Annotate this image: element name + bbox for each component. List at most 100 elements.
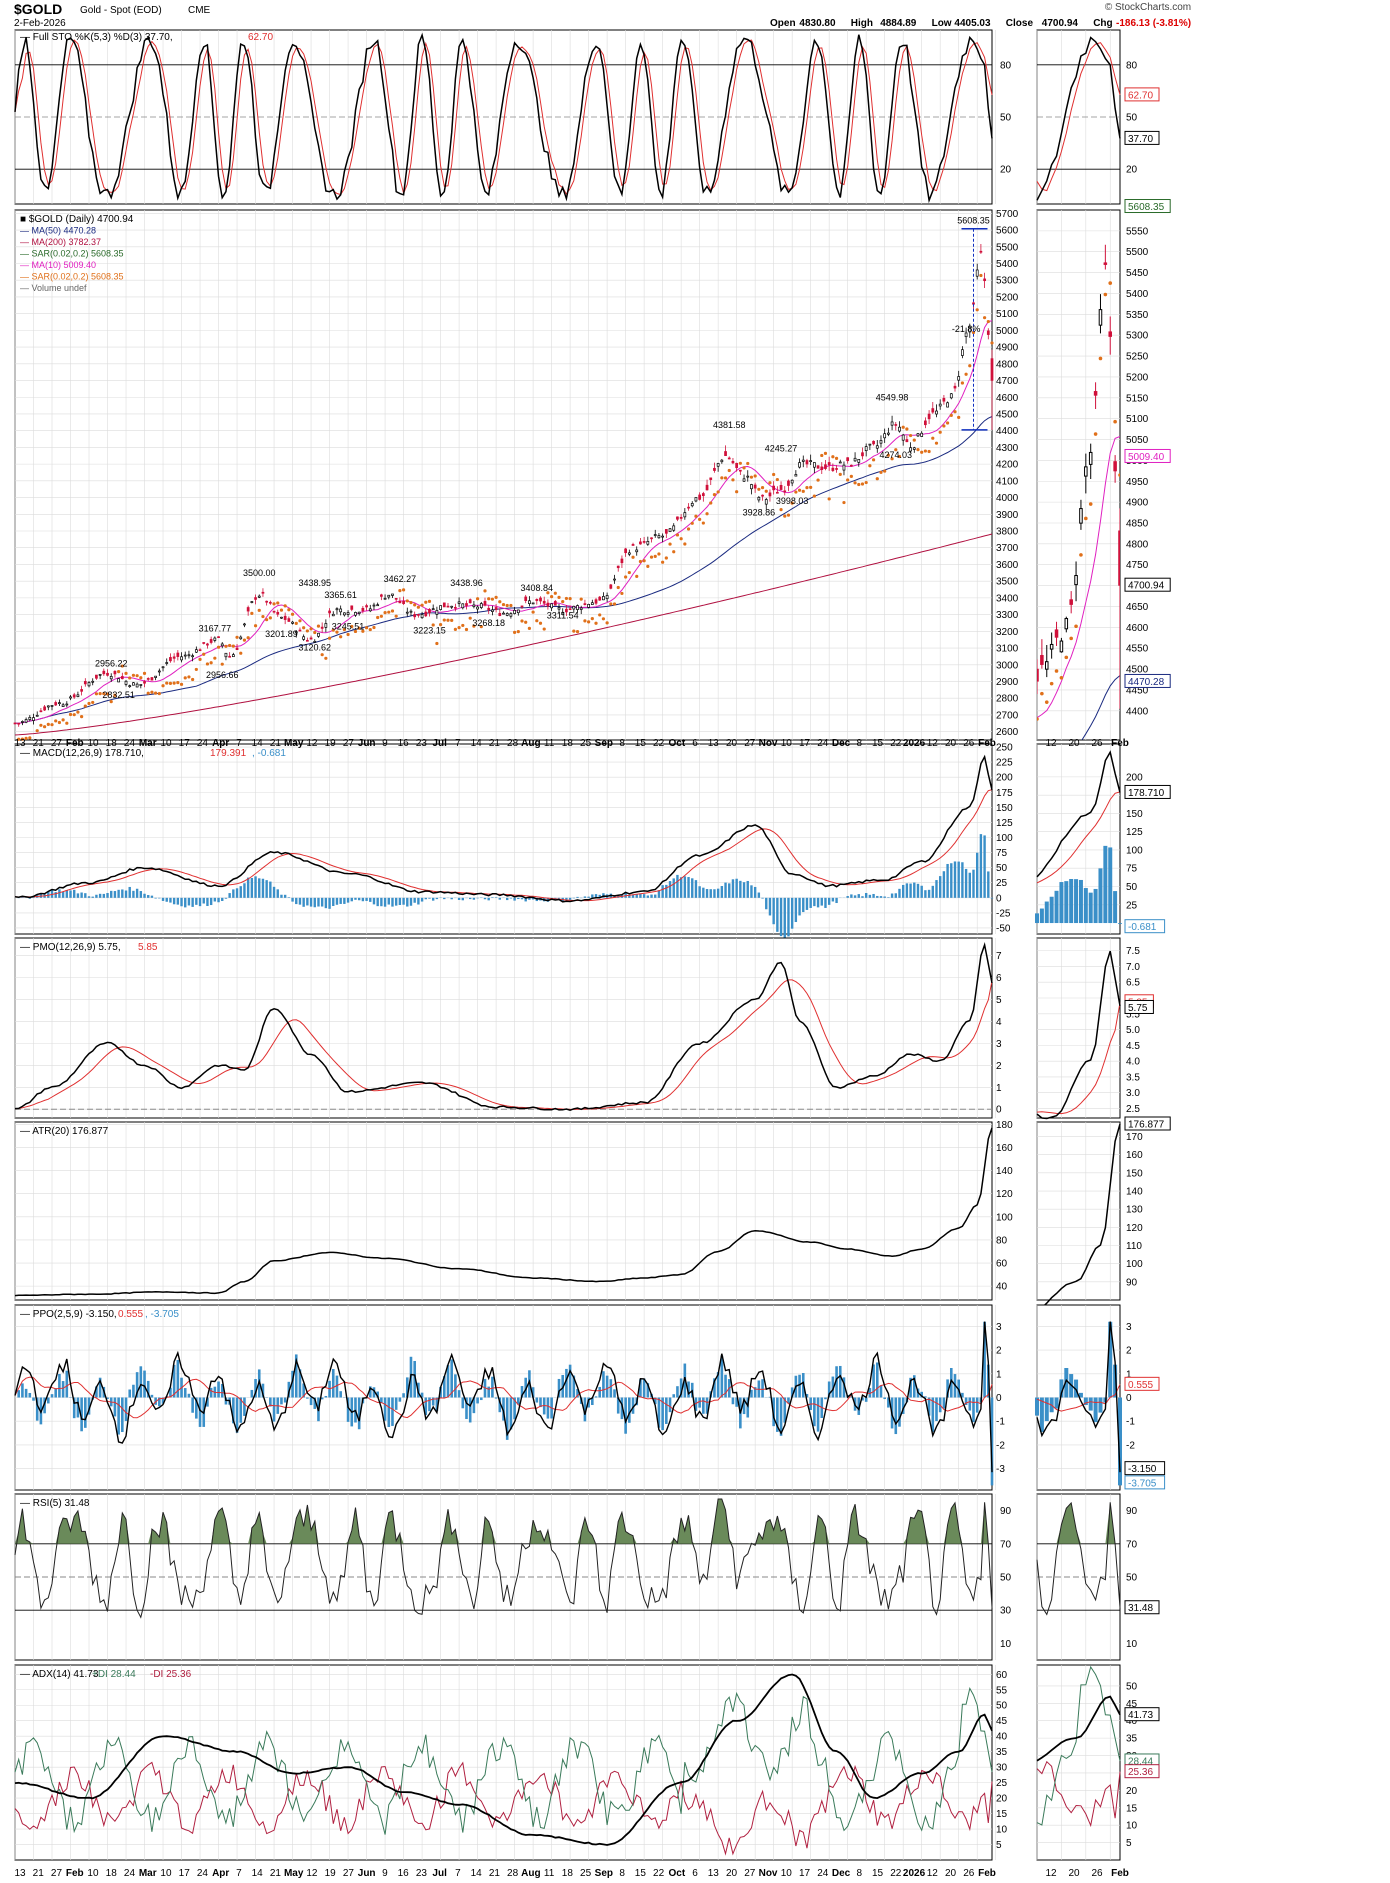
x-axis-top-label: 10 <box>87 738 99 749</box>
zoom-tick: 130 <box>1126 1205 1143 1216</box>
price-value-1-box <box>1124 448 1171 463</box>
macd-hist <box>283 894 287 898</box>
ppo-hist <box>235 1397 239 1433</box>
ppo-hist <box>457 1390 461 1398</box>
sar-dot <box>805 486 809 490</box>
sar-dot <box>679 537 683 541</box>
sar-dot <box>17 737 21 741</box>
pmo-tick: 2 <box>996 1061 1002 1072</box>
candle-body <box>698 494 702 500</box>
candle-body <box>76 694 80 697</box>
sar-dot <box>120 664 124 668</box>
zoom-x-bottom-label: 12 <box>1045 1868 1057 1879</box>
x-axis-bottom-label: Sep <box>595 1868 613 1879</box>
ppo-hist <box>842 1377 846 1398</box>
sar-dot <box>975 308 979 312</box>
candle-body <box>627 552 631 555</box>
macd-hist <box>354 897 357 900</box>
sar-dot <box>857 482 861 487</box>
macd-hist <box>443 897 446 900</box>
candle-body <box>313 641 317 643</box>
ppo-hist <box>383 1397 387 1421</box>
x-axis-bottom-label: 21 <box>489 1868 501 1879</box>
sar-dot <box>875 477 879 481</box>
price-value-2: 4700.94 <box>1128 581 1165 592</box>
sto-legend: — Full STO %K(5,3) %D(3) 37.70, <box>20 32 173 43</box>
candle-body <box>961 349 964 356</box>
candle-body <box>202 642 206 644</box>
zoom-macd-hist <box>1093 888 1098 924</box>
zoom-macd-hist <box>1044 901 1049 924</box>
price-annotation: 3462.27 <box>384 574 417 584</box>
macd-hist <box>450 897 453 900</box>
ppo-hist <box>687 1381 690 1398</box>
candle-body <box>98 673 102 676</box>
macd-hist <box>628 895 631 898</box>
ppo-hist <box>990 1397 994 1486</box>
zoom-sar <box>1098 356 1103 361</box>
candle-body <box>354 612 357 616</box>
sar-dot <box>487 597 491 601</box>
candle-body <box>664 529 668 534</box>
ppo-hist <box>935 1397 938 1422</box>
candle-body <box>946 402 949 408</box>
candle-body <box>657 535 661 539</box>
candle-body <box>646 541 650 545</box>
zoom-body <box>1049 643 1054 650</box>
sar-dot <box>945 421 950 425</box>
price-tick: 4200 <box>996 460 1019 471</box>
macd-hist <box>868 894 872 898</box>
x-axis-top-label: 2026 <box>903 738 926 749</box>
candle-body <box>964 332 968 338</box>
candle-body <box>398 600 402 604</box>
sar-dot <box>546 591 550 595</box>
macd-hist <box>591 894 594 898</box>
zoom-tick: 125 <box>1126 827 1143 838</box>
x-axis-bottom-label: 22 <box>653 1868 665 1879</box>
zoom-tick: 5.5 <box>1126 1009 1140 1020</box>
macd-tick: 100 <box>996 833 1013 844</box>
ppo-hist <box>620 1397 624 1420</box>
x-axis-bottom-label: 19 <box>325 1868 337 1879</box>
sar-dot <box>409 600 413 605</box>
sar-dot <box>72 713 76 717</box>
candle-body <box>235 647 239 651</box>
macd-hist <box>217 897 220 903</box>
macd-hist <box>961 862 964 898</box>
sar-dot <box>760 486 765 490</box>
macd-hist <box>161 897 165 901</box>
sar-dot <box>516 630 520 634</box>
candle-body <box>324 623 328 628</box>
sto-zoom-tick: 50 <box>1126 113 1138 124</box>
zoom-body <box>1088 451 1093 465</box>
macd-hist <box>491 897 494 898</box>
price-tick: 4400 <box>996 426 1019 437</box>
candle-body <box>117 678 120 683</box>
macd-hist <box>576 896 579 898</box>
ohlc-value: 4884.89 <box>880 18 917 29</box>
x-axis-bottom-label: 12 <box>927 1868 939 1879</box>
sar-dot <box>686 527 691 531</box>
sar-dot <box>712 492 717 497</box>
zoom-tick: 7.5 <box>1126 946 1140 957</box>
sar-dot <box>387 610 391 614</box>
candle-body <box>139 684 143 686</box>
sar-dot <box>361 629 365 633</box>
ppo-hist <box>398 1397 402 1402</box>
sar-dot <box>723 476 728 480</box>
sar-dot <box>979 273 983 278</box>
sar-dot <box>964 372 968 376</box>
adx-tick: 15 <box>996 1809 1008 1820</box>
ppo-hist <box>598 1386 602 1398</box>
sar-dot <box>664 556 668 560</box>
x-axis-top-label: 18 <box>106 738 118 749</box>
candle-body <box>494 607 498 610</box>
macd-hist <box>280 894 283 898</box>
ppo-hist <box>146 1380 150 1398</box>
sar-dot <box>331 628 335 632</box>
ppo-hist <box>431 1397 435 1406</box>
ppo-hist <box>106 1397 109 1399</box>
candle-body <box>217 636 220 639</box>
zoom-sar <box>1084 516 1088 521</box>
sar-dot <box>535 619 539 623</box>
